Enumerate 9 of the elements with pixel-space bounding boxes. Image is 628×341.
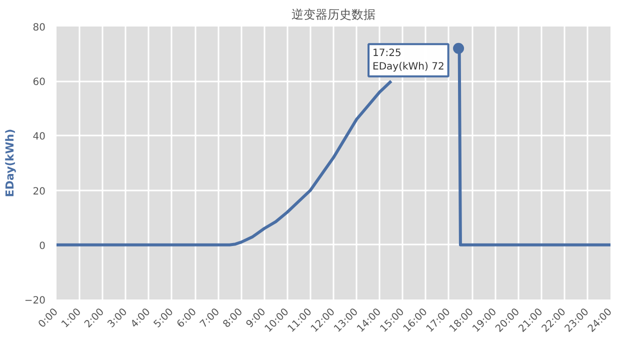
annotation: 17:25 EDay(kWh) 72 [372, 48, 444, 72]
y-tick-label: 60 [32, 77, 46, 88]
y-tick-label: −20 [24, 296, 46, 306]
y-tick-label: 80 [32, 22, 46, 34]
y-axis-title: EDay(kWh) [3, 128, 16, 198]
y-tick-label: 0 [39, 240, 46, 252]
y-tick-label: 40 [32, 132, 46, 143]
y-tick-label: 20 [32, 186, 46, 198]
chart-title: 逆变器历史数据 [292, 8, 376, 22]
